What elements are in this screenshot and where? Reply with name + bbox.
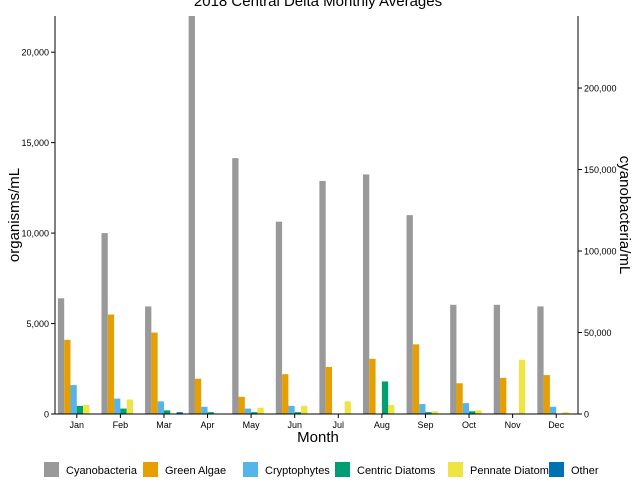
bar-pennate-diatoms-aug bbox=[388, 404, 395, 414]
bar-centric-diatoms-jun bbox=[294, 412, 302, 414]
legend-swatch bbox=[335, 462, 350, 477]
bar-pennate-diatoms-nov bbox=[518, 359, 526, 414]
bar-pennate-diatoms-feb bbox=[126, 399, 133, 414]
bar-cyanobacteria-oct bbox=[450, 304, 457, 414]
x-tick-label: Nov bbox=[505, 420, 522, 430]
bar-cyanobacteria-mar bbox=[145, 306, 152, 414]
y2-tick-label: 200,000 bbox=[584, 84, 617, 94]
bar-pennate-diatoms-oct bbox=[475, 410, 482, 414]
y-axis-label: organisms/mL bbox=[6, 168, 23, 262]
bar-centric-diatoms-apr bbox=[207, 412, 214, 414]
bar-pennate-diatoms-jul bbox=[344, 401, 351, 414]
bar-green-algae-nov bbox=[500, 377, 507, 414]
bar-centric-diatoms-may bbox=[251, 412, 258, 414]
bar-green-algae-feb bbox=[107, 314, 115, 414]
bar-cryptophytes-mar bbox=[157, 401, 164, 414]
legend-swatch bbox=[243, 462, 258, 477]
bar-green-algae-oct bbox=[456, 383, 463, 414]
bars-layer bbox=[57, 16, 569, 414]
bar-green-algae-jun bbox=[282, 374, 289, 414]
bar-green-algae-aug bbox=[369, 358, 376, 414]
axes-layer: 0 5,000 10,000 15,000 20,000 0 50,000 100,000 15… bbox=[21, 16, 617, 430]
bar-cyanobacteria-jul bbox=[319, 180, 326, 414]
x-tick-label: Oct bbox=[462, 420, 477, 430]
bar-cyanobacteria-may bbox=[232, 158, 239, 414]
bar-centric-diatoms-sep bbox=[425, 412, 432, 414]
x-tick-label: Jun bbox=[287, 420, 302, 430]
y2-tick-label: 50,000 bbox=[584, 328, 612, 338]
bar-cryptophytes-sep bbox=[419, 404, 426, 414]
legend: Cyanobacteria Green Algae Cryptophytes Cent… bbox=[44, 462, 599, 477]
bar-cyanobacteria-sep bbox=[406, 215, 413, 414]
x-axis-label: Month bbox=[297, 429, 339, 446]
legend-swatch bbox=[143, 462, 158, 477]
y-tick-label: 0 bbox=[44, 410, 49, 420]
y-tick-label: 5,000 bbox=[26, 319, 49, 329]
bar-cyanobacteria-nov bbox=[493, 304, 501, 414]
x-tick-label: Apr bbox=[201, 420, 215, 430]
bar-cryptophytes-may bbox=[244, 408, 252, 414]
y2-axis-label: cyanobacteria/mL bbox=[616, 156, 633, 274]
legend-swatch bbox=[448, 462, 463, 477]
bar-pennate-diatoms-may bbox=[257, 407, 264, 414]
bar-pennate-diatoms-dec bbox=[562, 412, 569, 414]
x-tick-label: Feb bbox=[113, 420, 129, 430]
y2-tick-label: 0 bbox=[584, 410, 589, 420]
legend-label: Cyanobacteria bbox=[66, 465, 138, 477]
bar-cryptophytes-dec bbox=[549, 406, 557, 414]
x-tick-label: Mar bbox=[156, 420, 172, 430]
bar-green-algae-mar bbox=[151, 332, 158, 414]
legend-swatch bbox=[44, 462, 59, 477]
legend-label: Green Algae bbox=[165, 465, 226, 477]
x-tick-label: Jan bbox=[70, 420, 85, 430]
bar-green-algae-may bbox=[238, 396, 245, 414]
bar-cyanobacteria-jun bbox=[275, 221, 283, 414]
x-tick-label: Aug bbox=[374, 420, 390, 430]
bar-cryptophytes-jun bbox=[288, 405, 295, 414]
bar-centric-diatoms-feb bbox=[120, 408, 127, 414]
bar-other-mar bbox=[176, 412, 183, 414]
bar-cryptophytes-oct bbox=[462, 403, 470, 414]
bar-green-algae-jul bbox=[325, 366, 332, 414]
bar-cryptophytes-jan bbox=[70, 385, 77, 414]
y2-tick-label: 150,000 bbox=[584, 165, 617, 175]
y-tick-label: 10,000 bbox=[21, 229, 49, 239]
bar-centric-diatoms-aug bbox=[381, 381, 389, 414]
bar-cyanobacteria-apr bbox=[188, 16, 195, 414]
x-tick-label: Sep bbox=[417, 420, 433, 430]
bar-cyanobacteria-feb bbox=[101, 233, 108, 414]
bar-green-algae-jan bbox=[64, 339, 71, 414]
legend-swatch bbox=[549, 462, 564, 477]
chart-title: 2018 Central Delta Monthly Averages bbox=[194, 0, 442, 10]
legend-label: Cryptophytes bbox=[265, 465, 330, 477]
x-tick-label: Jul bbox=[333, 420, 345, 430]
legend-label: Centric Diatoms bbox=[357, 465, 436, 477]
bar-pennate-diatoms-jun bbox=[301, 405, 308, 414]
bar-pennate-diatoms-sep bbox=[431, 411, 439, 414]
bar-centric-diatoms-jan bbox=[76, 405, 84, 414]
x-tick-label: May bbox=[243, 420, 261, 430]
bar-cyanobacteria-jan bbox=[57, 298, 65, 414]
bar-cryptophytes-apr bbox=[201, 406, 208, 414]
y-tick-label: 20,000 bbox=[21, 48, 49, 58]
bar-cryptophytes-feb bbox=[114, 398, 121, 414]
legend-label: Pennate Diatoms bbox=[470, 465, 555, 477]
bar-green-algae-dec bbox=[543, 375, 550, 414]
x-tick-label: Dec bbox=[548, 420, 565, 430]
bar-green-algae-apr bbox=[194, 378, 202, 414]
bar-cyanobacteria-aug bbox=[362, 174, 370, 414]
bar-pennate-diatoms-jan bbox=[83, 404, 90, 414]
bar-centric-diatoms-oct bbox=[469, 411, 476, 414]
bar-green-algae-sep bbox=[412, 344, 420, 414]
legend-label: Other bbox=[571, 465, 599, 477]
y2-tick-label: 100,000 bbox=[584, 247, 617, 257]
y-tick-label: 15,000 bbox=[21, 138, 49, 148]
bar-centric-diatoms-mar bbox=[163, 410, 171, 414]
bar-cyanobacteria-dec bbox=[537, 306, 544, 414]
